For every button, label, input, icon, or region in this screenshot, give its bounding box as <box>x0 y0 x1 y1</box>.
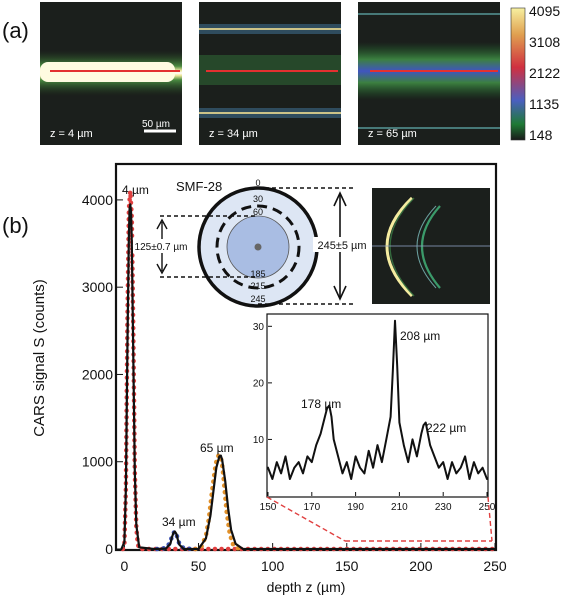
main-x-tick-label: 50 <box>191 558 207 574</box>
main-series-blue-dots-1 <box>154 529 195 552</box>
inset-y-tick-label: 30 <box>253 322 265 333</box>
peak-label-4um: 4 µm <box>122 183 149 197</box>
colorbar-tick-3: 2122 <box>529 65 560 81</box>
scale-bar-label: 50 µm <box>142 119 170 130</box>
radial-label-185: 185 <box>250 269 265 279</box>
dimension-left: 125±0.7 µm <box>135 242 188 253</box>
main-x-tick-label: 0 <box>121 558 129 574</box>
y-axis-label: CARS signal S (counts) <box>31 279 48 437</box>
peak-label-34um: 34 µm <box>162 515 196 529</box>
panel-a-label: (a) <box>2 18 29 43</box>
inset-x-tick-label: 150 <box>260 502 277 513</box>
main-series-fit-3 <box>120 203 497 551</box>
image-z65: z = 65 µm <box>358 2 500 145</box>
image-z34: z = 34 µm <box>199 2 341 145</box>
radial-label-245: 245 <box>250 294 265 304</box>
colorbar-tick-5: 148 <box>529 127 553 143</box>
main-axis-ticks: 0 50 100 150 200 250 0 1000 2000 3000 4000 <box>82 192 507 574</box>
z-label-1: z = 4 µm <box>50 128 93 140</box>
panel-b-label: (b) <box>2 213 29 238</box>
main-x-tick-label: 100 <box>261 558 285 574</box>
inset-peak-label-222: 222 µm <box>426 421 466 435</box>
main-series-orange-dots-2 <box>193 452 246 552</box>
inset-series <box>267 319 488 480</box>
inset-y-tick-label: 20 <box>253 378 265 389</box>
main-y-tick-label: 4000 <box>82 192 113 208</box>
inset-y-tick-label: 10 <box>253 435 265 446</box>
main-x-tick-label: 250 <box>483 558 507 574</box>
inset-x-tick-label: 190 <box>347 502 364 513</box>
diagram-title: SMF-28 <box>176 179 222 194</box>
inset-peak-label-178: 178 µm <box>301 397 341 411</box>
main-y-tick-label: 3000 <box>82 279 113 295</box>
x-axis-label: depth z (µm) <box>267 579 346 595</box>
inset-peak-label-208: 208 µm <box>400 329 440 343</box>
inset-series-line-0 <box>267 319 488 480</box>
main-x-tick-label: 150 <box>335 558 359 574</box>
radial-label-215: 215 <box>250 281 265 291</box>
colorbar-tick-4: 1135 <box>529 96 559 112</box>
radial-label-0: 0 <box>255 178 260 188</box>
inset-x-tick-label: 170 <box>303 502 320 513</box>
inset-axis-ticks: 150 170 190 210 230 250 10 20 30 <box>253 322 496 513</box>
peak-label-65um: 65 µm <box>200 441 234 455</box>
colorbar-tick-1: 4095 <box>529 3 560 19</box>
radial-label-30: 30 <box>253 194 263 204</box>
inset-x-tick-label: 210 <box>391 502 408 513</box>
main-x-tick-label: 200 <box>409 558 433 574</box>
main-series-red-dots-0 <box>120 188 498 552</box>
fiber-diagram: SMF-28 0 30 60 185 215 245 125±0.7 µm 24… <box>133 178 371 308</box>
z-label-2: z = 34 µm <box>209 128 258 140</box>
cross-section-image <box>372 188 490 304</box>
image-z4: z = 4 µm 50 µm <box>40 2 182 145</box>
inset-x-tick-label: 250 <box>479 502 496 513</box>
colorbar: 4095 3108 2122 1135 148 <box>510 3 560 143</box>
z-label-3: z = 65 µm <box>368 128 417 140</box>
inset-x-tick-label: 230 <box>435 502 452 513</box>
main-y-tick-label: 0 <box>105 541 113 557</box>
main-y-tick-label: 2000 <box>82 366 113 382</box>
zoom-guide <box>266 496 493 542</box>
dimension-right: 245±5 µm <box>317 240 366 252</box>
main-y-tick-label: 1000 <box>82 454 113 470</box>
radial-label-60: 60 <box>253 207 263 217</box>
colorbar-tick-2: 3108 <box>529 34 560 50</box>
main-plot-series <box>120 188 498 552</box>
